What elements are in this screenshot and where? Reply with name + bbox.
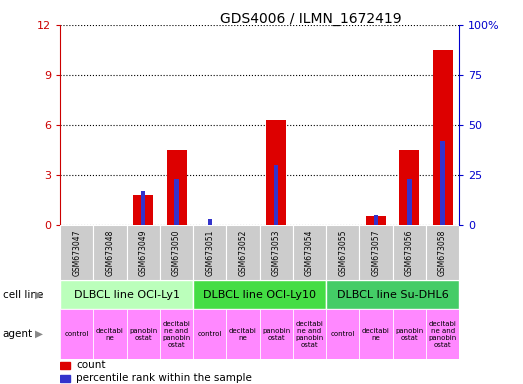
Text: cell line: cell line [3,290,43,300]
Text: panobin
ostat: panobin ostat [262,328,290,341]
Text: GSM673057: GSM673057 [371,229,381,276]
Text: GSM673049: GSM673049 [139,229,148,276]
Bar [407,179,412,225]
Bar [359,309,393,359]
Text: control: control [331,331,355,337]
Bar [293,309,326,359]
Bar [426,225,459,280]
Text: decitabi
ne and
panobin
ostat: decitabi ne and panobin ostat [163,321,191,348]
Text: panobin
ostat: panobin ostat [395,328,424,341]
Text: control: control [198,331,222,337]
Bar [293,225,326,280]
Bar [274,165,278,225]
Text: percentile rank within the sample: percentile rank within the sample [76,373,252,383]
Bar [426,309,459,359]
Text: ▶: ▶ [35,329,43,339]
Bar [193,280,326,309]
Text: decitabi
ne and
panobin
ostat: decitabi ne and panobin ostat [295,321,324,348]
Bar [133,195,153,225]
Text: ▶: ▶ [35,290,43,300]
Bar [433,50,452,225]
Text: GSM673051: GSM673051 [206,229,214,276]
Text: GSM673054: GSM673054 [305,229,314,276]
Text: panobin
ostat: panobin ostat [129,328,157,341]
Text: GSM673050: GSM673050 [172,229,181,276]
Text: agent: agent [3,329,33,339]
Text: decitabi
ne and
panobin
ostat: decitabi ne and panobin ostat [428,321,457,348]
Bar [60,374,70,382]
Bar [94,225,127,280]
Text: GSM673056: GSM673056 [405,229,414,276]
Text: DLBCL line OCI-Ly10: DLBCL line OCI-Ly10 [203,290,316,300]
Bar [226,309,259,359]
Text: decitabi
ne: decitabi ne [362,328,390,341]
Bar [141,191,145,225]
Bar [266,120,286,225]
Bar [393,225,426,280]
Text: DLBCL line Su-DHL6: DLBCL line Su-DHL6 [337,290,449,300]
Bar [326,225,359,280]
Text: count: count [76,360,106,370]
Text: GSM673058: GSM673058 [438,229,447,276]
Bar [160,309,193,359]
Text: GSM673048: GSM673048 [106,229,115,276]
Bar [94,309,127,359]
Bar [60,309,94,359]
Text: GDS4006 / ILMN_1672419: GDS4006 / ILMN_1672419 [220,12,401,25]
Text: control: control [64,331,89,337]
Text: GSM673052: GSM673052 [238,229,247,276]
Bar [259,225,293,280]
Bar [193,225,226,280]
Text: GSM673055: GSM673055 [338,229,347,276]
Text: decitabi
ne: decitabi ne [96,328,124,341]
Bar [60,362,70,369]
Bar [374,215,378,225]
Bar [208,218,212,225]
Text: GSM673047: GSM673047 [72,229,81,276]
Bar [226,225,259,280]
Bar [127,309,160,359]
Bar [326,309,359,359]
Bar [393,309,426,359]
Bar [160,225,193,280]
Bar [366,216,386,225]
Bar [259,309,293,359]
Bar [400,150,419,225]
Bar [174,179,179,225]
Text: GSM673053: GSM673053 [272,229,281,276]
Bar [193,309,226,359]
Text: DLBCL line OCI-Ly1: DLBCL line OCI-Ly1 [74,290,180,300]
Bar [60,280,193,309]
Text: decitabi
ne: decitabi ne [229,328,257,341]
Bar [440,141,445,225]
Bar [127,225,160,280]
Bar [326,280,459,309]
Bar [359,225,393,280]
Bar [60,225,94,280]
Bar [166,150,187,225]
